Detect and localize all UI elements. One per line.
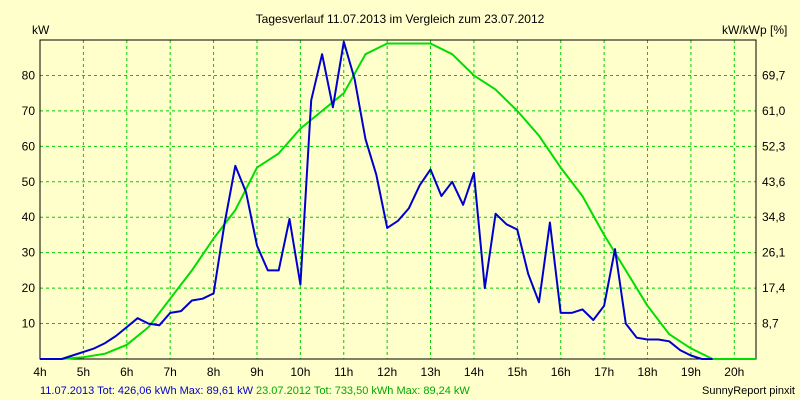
x-tick-label: 6h [120, 365, 133, 379]
x-tick-label: 5h [77, 365, 90, 379]
y-tick-label-left: 60 [22, 139, 36, 153]
x-tick-label: 18h [637, 365, 657, 379]
series1-summary: 11.07.2013 Tot: 426,06 kWh Max: 89,61 kW [40, 385, 254, 397]
x-tick-label: 10h [290, 365, 310, 379]
y-tick-label-right: 69,7 [762, 68, 786, 82]
x-tick-label: 8h [207, 365, 220, 379]
chart-title: Tagesverlauf 11.07.2013 im Vergleich zum… [256, 12, 545, 26]
x-tick-label: 20h [724, 365, 744, 379]
x-tick-label: 14h [464, 365, 484, 379]
axis-labels: 4h 5h 6h 7h 8h 9h 10h 11h 12h 13h 14h 15h 16h 17h 18h 1… [22, 68, 786, 379]
x-tick-label: 11h [334, 365, 353, 379]
x-tick-label: 9h [250, 365, 263, 379]
series2-summary: 23.07.2012 Tot: 733,50 kWh Max: 89,24 kW [256, 385, 470, 397]
y-tick-label-left: 30 [22, 246, 36, 260]
y-axis-left-label: kW [32, 23, 50, 37]
y-tick-label-left: 80 [22, 68, 36, 82]
y-tick-label-left: 70 [22, 104, 36, 118]
y-tick-label-right: 34,8 [762, 210, 786, 224]
plot-frame [39, 39, 757, 360]
y-tick-label-right: 52,3 [762, 139, 786, 153]
y-tick-label-right: 8,7 [762, 317, 779, 331]
series-layer [40, 40, 756, 360]
x-tick-label: 16h [551, 365, 571, 379]
y-tick-label-right: 17,4 [762, 281, 786, 295]
series-line-23.07.2012 [40, 42, 756, 360]
y-tick-label-left: 40 [22, 210, 36, 224]
brand-label: SunnyReport pinxit [702, 385, 795, 397]
y-tick-label-right: 26,1 [762, 246, 786, 260]
x-tick-label: 7h [164, 365, 177, 379]
y-tick-label-left: 10 [22, 317, 36, 331]
x-tick-label: 13h [421, 365, 441, 379]
x-tick-label: 12h [377, 365, 397, 379]
x-tick-label: 15h [507, 365, 527, 379]
y-tick-label-left: 50 [22, 175, 36, 189]
series-line-11.07.2013 [40, 40, 713, 360]
y-tick-label-left: 20 [22, 281, 36, 295]
grid [40, 40, 756, 359]
y-tick-label-right: 43,6 [762, 175, 786, 189]
x-tick-label: 19h [681, 365, 701, 379]
footer-summary: 11.07.2013 Tot: 426,06 kWh Max: 89,61 kW… [40, 385, 470, 397]
y-axis-right-label: kW/kWp [%] [722, 23, 787, 37]
x-tick-label: 17h [594, 365, 614, 379]
y-tick-label-right: 61,0 [762, 104, 786, 118]
x-tick-label: 4h [33, 365, 46, 379]
